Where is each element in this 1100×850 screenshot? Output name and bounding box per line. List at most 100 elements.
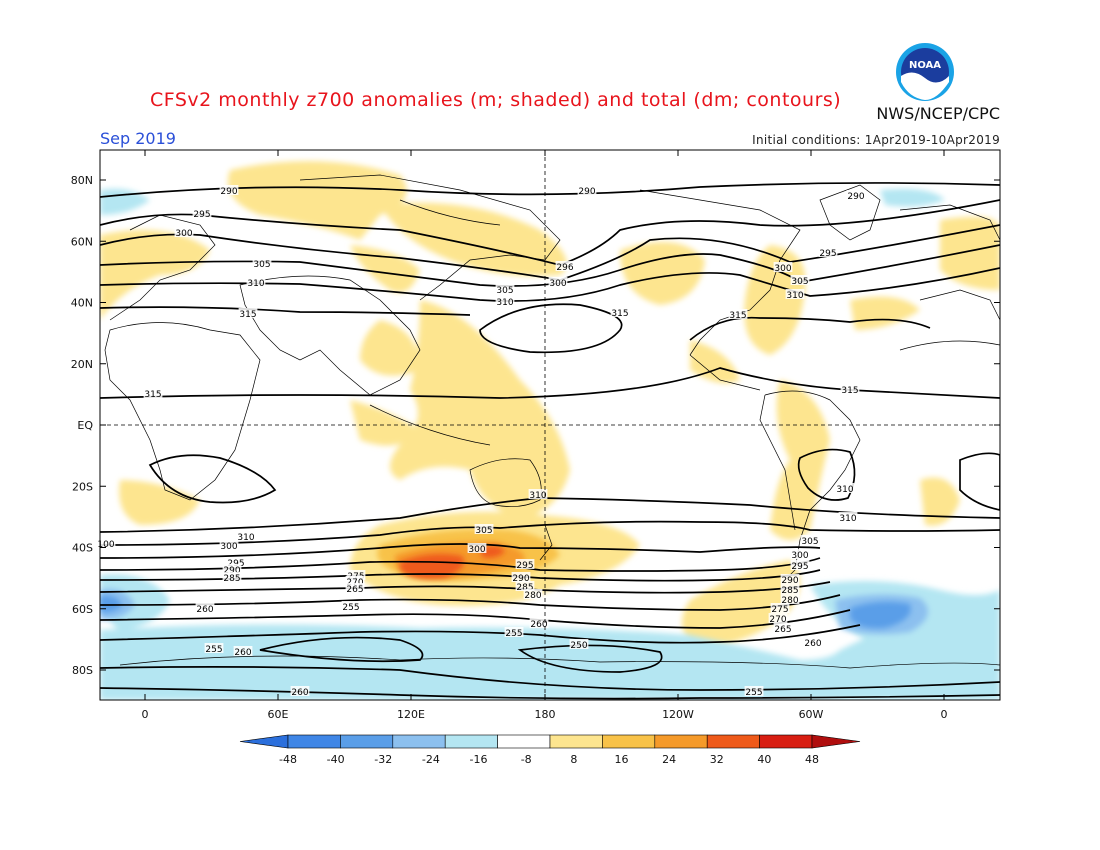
contour-label: 310 xyxy=(836,485,853,495)
agency-label: NWS/NCEP/CPC xyxy=(876,104,1000,123)
contour-label: 310 xyxy=(496,298,513,308)
contour-label: 265 xyxy=(346,585,363,595)
colorbar-swatch xyxy=(759,734,813,749)
lon-label: 60E xyxy=(268,708,289,721)
axis-ticks xyxy=(100,150,1000,700)
contour-label: 260 xyxy=(291,688,308,698)
contour-label: 255 xyxy=(505,629,522,639)
colorbar-tick: 40 xyxy=(757,753,771,766)
contour-label: 265 xyxy=(774,625,791,635)
contour-label: 295 xyxy=(516,561,533,571)
contour-label: 315 xyxy=(841,386,858,396)
colorbar-tick: -48 xyxy=(279,753,297,766)
contour-label: 290 xyxy=(578,187,595,197)
noaa-logo-icon: NOAA xyxy=(896,43,954,101)
contour-label: 296 xyxy=(556,263,573,273)
longitude-labels: 0 60E 120E 180 120W 60W 0 xyxy=(142,708,948,721)
lon-label: 120E xyxy=(397,708,425,721)
colorbar-tick: -24 xyxy=(422,753,440,766)
lon-label: 180 xyxy=(535,708,556,721)
contour-label: 300 xyxy=(774,264,791,274)
contour-label: 285 xyxy=(223,574,240,584)
contour-label: 285 xyxy=(516,583,533,593)
chart-title: CFSv2 monthly z700 anomalies (m; shaded)… xyxy=(150,89,842,111)
colorbar-swatch xyxy=(392,734,446,749)
colorbar-tick: -16 xyxy=(470,753,488,766)
colorbar-tick: 16 xyxy=(614,753,628,766)
contour-label: 275 xyxy=(771,605,788,615)
logo-text: NOAA xyxy=(909,60,941,71)
contour-label: 280 xyxy=(524,591,541,601)
contour-label: 305 xyxy=(496,286,513,296)
lat-label: 60S xyxy=(72,603,93,616)
lon-label: 120W xyxy=(662,708,694,721)
lat-label: 20N xyxy=(71,358,93,371)
colorbar-tick: 24 xyxy=(662,753,676,766)
contour-label: 290 xyxy=(512,574,529,584)
contour-label: 255 xyxy=(205,645,222,655)
contour-label: 260 xyxy=(234,648,251,658)
colorbar-swatch xyxy=(497,734,551,749)
contour-label: 295 xyxy=(193,210,210,220)
contour-label: 300 xyxy=(791,551,808,561)
contour-label: 250 xyxy=(570,641,587,651)
contour-label: 315 xyxy=(729,311,746,321)
lat-label: 40N xyxy=(71,297,93,310)
lat-label: EQ xyxy=(77,419,93,432)
contour-label: 310 xyxy=(529,491,546,501)
lat-label: 20S xyxy=(72,480,93,493)
contour-label: 310 xyxy=(839,514,856,524)
contour-label: 310 xyxy=(237,533,254,543)
colorbar-tick: -8 xyxy=(521,753,532,766)
contour-label: 270 xyxy=(769,615,786,625)
lat-label: 60N xyxy=(71,235,93,248)
contour-label: 290 xyxy=(220,187,237,197)
contour-label: 290 xyxy=(781,576,798,586)
colorbar-tick: 32 xyxy=(710,753,724,766)
contour-label: 315 xyxy=(611,309,628,319)
colorbar-max-arrow xyxy=(811,734,861,749)
contour-label: 300 xyxy=(468,545,485,555)
contour-label: 305 xyxy=(801,537,818,547)
contour-label: 255 xyxy=(745,688,762,698)
contour-label: 300 xyxy=(549,279,566,289)
forecast-month: Sep 2019 xyxy=(100,129,176,148)
contour-label: 285 xyxy=(781,586,798,596)
contour-label: 300 xyxy=(175,229,192,239)
contour-label: 315 xyxy=(239,310,256,320)
colorbar-tick: 48 xyxy=(805,753,819,766)
contour-label: 295 xyxy=(819,249,836,259)
latitude-labels: 80N 60N 40N 20N EQ 20S 40S 60S 80S xyxy=(71,174,94,677)
colorbar-swatch xyxy=(706,734,760,749)
colorbar-tick: -32 xyxy=(374,753,392,766)
contour-label: 310 xyxy=(786,291,803,301)
contour-label: 260 xyxy=(804,639,821,649)
colorbar-swatch xyxy=(340,734,394,749)
contour-label: 255 xyxy=(342,603,359,613)
contour-label: 290 xyxy=(847,192,864,202)
lat-label: 80N xyxy=(71,174,93,187)
lon-label: 60W xyxy=(799,708,824,721)
colorbar-min-arrow xyxy=(239,734,289,749)
colorbar-swatch xyxy=(602,734,656,749)
contour-label: 305 xyxy=(791,277,808,287)
colorbar: -48 -40 -32 -24 -16 -8 8 16 24 32 40 48 xyxy=(239,734,861,766)
reference-lines xyxy=(100,150,1000,700)
contour-label: 295 xyxy=(791,562,808,572)
contour-labels: 290 290 2902953003053103152963003053103152… xyxy=(96,185,866,698)
colorbar-swatch xyxy=(444,734,498,749)
colorbar-swatch xyxy=(654,734,708,749)
contour-label: 310 xyxy=(247,279,264,289)
lat-label: 80S xyxy=(72,664,93,677)
lon-label: 0 xyxy=(142,708,149,721)
contour-label: 305 xyxy=(253,260,270,270)
colorbar-swatch xyxy=(549,734,603,749)
colorbar-tick: -40 xyxy=(327,753,345,766)
colorbar-tick: 8 xyxy=(570,753,577,766)
lon-label: 0 xyxy=(941,708,948,721)
contour-label: 315 xyxy=(144,390,161,400)
contour-label: 290 xyxy=(223,566,240,576)
height-contours xyxy=(100,182,1000,700)
contour-label: 305 xyxy=(475,526,492,536)
